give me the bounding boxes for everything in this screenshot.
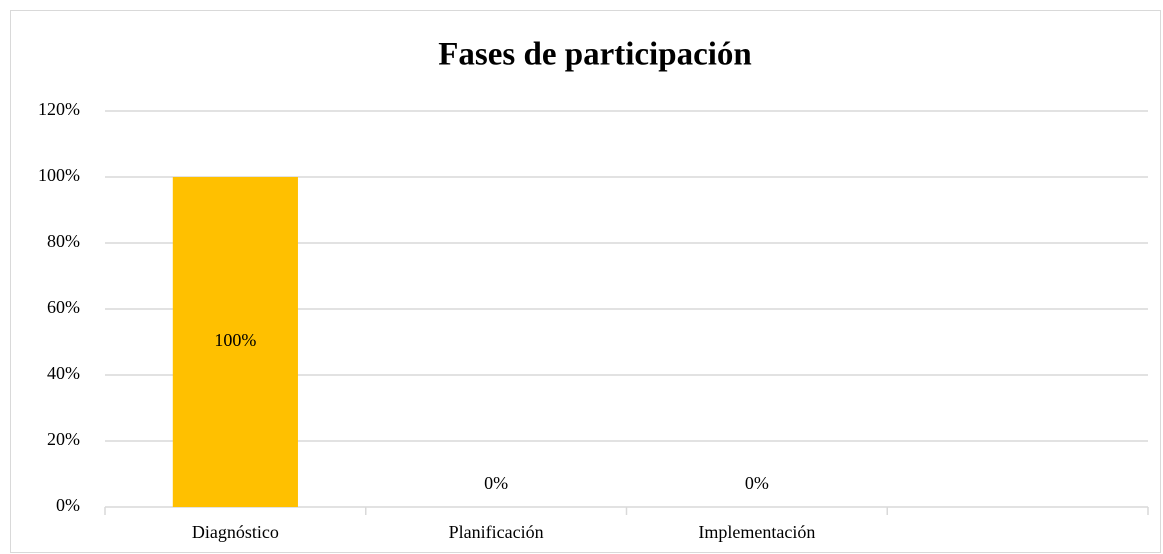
y-tick-label: 100% <box>38 165 80 185</box>
chart-title: Fases de participación <box>438 37 751 73</box>
bar <box>172 177 298 507</box>
y-tick-label: 120% <box>38 99 80 119</box>
data-label: 0% <box>745 473 769 493</box>
y-tick-label: 20% <box>47 429 80 449</box>
x-tick-label: Planificación <box>449 522 544 542</box>
y-tick-label: 0% <box>56 495 80 515</box>
y-tick-label: 40% <box>47 363 80 383</box>
data-label: 0% <box>484 473 508 493</box>
data-label: 100% <box>214 330 256 350</box>
x-tick-label: Implementación <box>698 522 815 542</box>
x-tick-label: Diagnóstico <box>192 522 279 542</box>
y-tick-label: 80% <box>47 231 80 251</box>
y-tick-label: 60% <box>47 297 80 317</box>
